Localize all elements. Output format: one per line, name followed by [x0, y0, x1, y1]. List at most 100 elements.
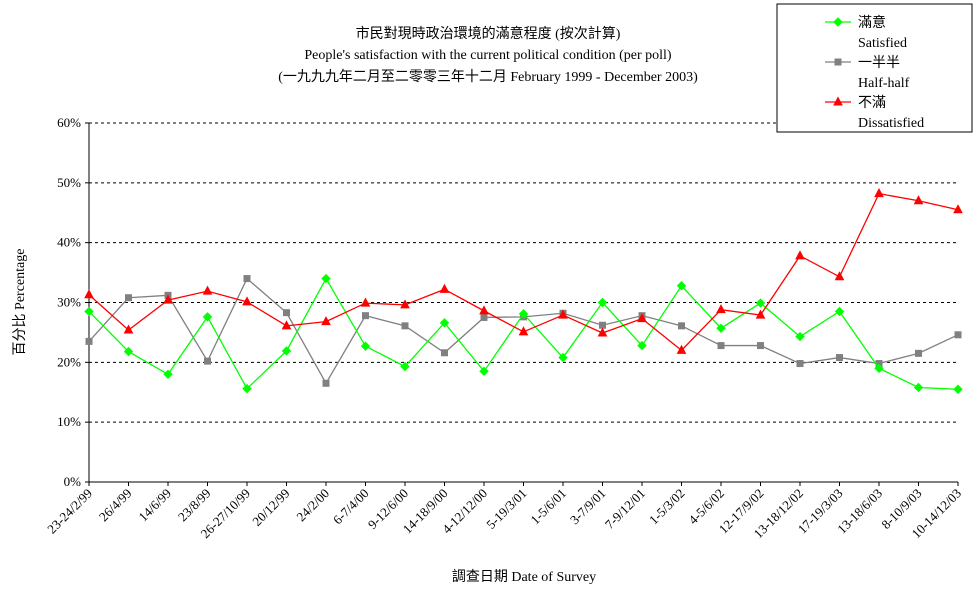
x-tick-labels: 23-24/2/99 26/4/99 14/6/99 23/8/9926-27/10/…: [44, 482, 964, 541]
legend-marker: [833, 96, 843, 106]
data-point: [243, 275, 251, 283]
legend-marker: [834, 58, 842, 66]
data-point: [480, 313, 488, 321]
data-point: [242, 383, 252, 394]
data-point: [479, 366, 489, 377]
x-tick-label: 7-9/12/01: [602, 486, 648, 532]
data-point: [123, 346, 134, 357]
data-point: [597, 327, 608, 337]
data-point: [834, 271, 845, 281]
data-point: [954, 331, 962, 339]
data-point: [834, 306, 845, 317]
x-tick-label: 23-24/2/99: [44, 486, 95, 537]
data-point: [716, 323, 726, 333]
data-point: [163, 369, 173, 380]
x-tick-label: 1-5/6/01: [527, 486, 569, 528]
legend-label-en: Dissatisfied: [858, 116, 924, 131]
data-point: [913, 382, 924, 393]
data-point: [637, 340, 647, 351]
data-point: [85, 337, 93, 345]
chart-title-line-1: 市民對現時政治環境的滿意程度 (按次計算): [356, 25, 621, 42]
data-point: [84, 289, 94, 299]
data-point: [518, 326, 529, 336]
data-point: [400, 361, 410, 372]
x-tick-label: 26/4/99: [96, 486, 135, 525]
data-point: [281, 320, 292, 330]
data-point: [795, 250, 805, 260]
data-point: [439, 283, 450, 293]
data-point: [400, 299, 410, 309]
data-point: [678, 322, 685, 330]
data-point: [84, 306, 94, 317]
data-point: [322, 379, 330, 387]
data-point: [676, 281, 687, 291]
data-point: [204, 357, 211, 365]
data-point: [202, 285, 213, 295]
data-point: [401, 322, 409, 330]
x-tick-label: 23/8/99: [175, 486, 214, 525]
data-point: [362, 312, 369, 320]
legend-label-en: Half-half: [858, 76, 910, 91]
legend-label: 不滿: [858, 95, 886, 111]
data-point: [637, 313, 647, 323]
data-point: [597, 297, 608, 308]
series-satisfied: [84, 273, 963, 394]
data-point: [796, 360, 804, 368]
data-point: [202, 312, 213, 322]
series-layer: [84, 188, 963, 394]
series-dissatisfied: [84, 188, 963, 354]
y-tick-label: 10%: [57, 414, 81, 429]
y-tick-label: 0%: [64, 474, 82, 489]
x-axis-label: 調查日期 Date of Survey: [452, 569, 596, 585]
legend-marker: [833, 17, 843, 27]
y-tick-label: 30%: [57, 295, 81, 310]
data-point: [953, 384, 963, 394]
data-point: [558, 309, 568, 319]
y-tick-label: 60%: [57, 115, 81, 130]
data-point: [953, 204, 963, 214]
legend-label: 滿意: [858, 14, 886, 31]
data-point: [479, 305, 489, 315]
data-point: [757, 342, 764, 350]
data-point: [283, 309, 290, 317]
data-point: [755, 298, 766, 308]
data-point: [716, 304, 726, 314]
x-tick-label: 24/2/00: [293, 486, 332, 525]
data-point: [125, 294, 132, 302]
data-point: [123, 324, 134, 334]
data-point: [321, 316, 331, 326]
data-point: [558, 352, 568, 363]
data-point: [874, 188, 884, 198]
legend: 滿意 Satisfied 一半半 Half-half 不滿 Dissatisfied: [776, 3, 973, 133]
data-point: [913, 195, 924, 205]
x-tick-label: 20/12/99: [249, 486, 292, 529]
data-point: [439, 318, 450, 328]
data-point: [795, 331, 805, 342]
data-point: [242, 296, 252, 306]
x-tick-label: 1-5/3/02: [646, 486, 688, 528]
chart-title-line-2: People's satisfaction with the current p…: [304, 48, 672, 63]
x-tick-label: 5-19/3/01: [483, 486, 529, 532]
x-tick-label: 14/6/99: [135, 486, 174, 525]
legend-label-en: Satisfied: [858, 36, 907, 51]
y-axis-label: 百分比 Percentage: [12, 249, 28, 356]
chart-title: 市民對現時政治環境的滿意程度 (按次計算) People's satisfact…: [278, 25, 698, 85]
data-point: [441, 349, 448, 357]
data-point: [360, 341, 371, 351]
data-point: [599, 321, 606, 329]
data-point: [163, 294, 173, 304]
y-tick-label: 40%: [57, 235, 81, 250]
data-point: [321, 273, 331, 284]
data-point: [360, 297, 371, 307]
data-point: [518, 309, 529, 319]
gridlines: [89, 122, 958, 423]
data-point: [755, 309, 766, 319]
data-point: [915, 349, 922, 357]
legend-box: [776, 3, 973, 133]
y-tick-label: 20%: [57, 354, 81, 369]
data-point: [836, 354, 843, 362]
data-point: [717, 342, 725, 350]
legend-label: 一半半: [858, 55, 900, 71]
data-point: [676, 344, 687, 354]
